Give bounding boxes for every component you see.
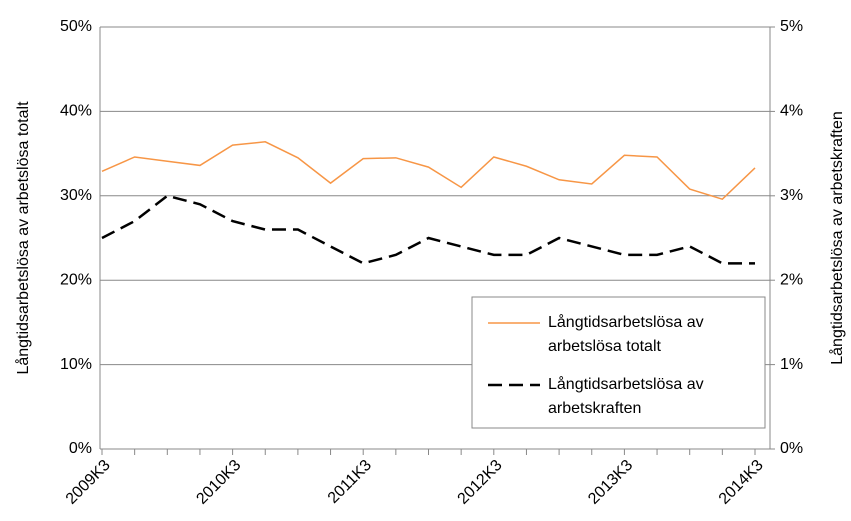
x-tick-label: 2011K3: [325, 457, 375, 507]
line-series: [101, 141, 756, 201]
y-tick-label: 10%: [60, 356, 92, 373]
y-tick-label: 40%: [60, 103, 92, 120]
y-tick-label: 20%: [60, 271, 92, 288]
y2-tick-label: 5%: [780, 18, 803, 35]
x-tick-label: 2010K3: [193, 457, 244, 508]
y-tick-label: 30%: [60, 187, 92, 204]
y2-tick-label: 2%: [780, 271, 803, 288]
x-tick-label: 2012K3: [455, 457, 506, 508]
y2-tick-label: 0%: [780, 440, 803, 457]
y2-tick-label: 3%: [780, 187, 803, 204]
y2-tick-label: 4%: [780, 103, 803, 120]
line-series: [101, 194, 755, 265]
y-axis-label: Långtidsarbetslösa av arbetslösa totalt: [14, 101, 32, 375]
y-tick-label: 50%: [60, 18, 92, 35]
x-tick-label: 2009K3: [63, 457, 114, 508]
x-tick-label: 2014K3: [716, 457, 767, 508]
y2-axis-label: Långtidsarbetslösa av arbetskraften: [828, 111, 846, 364]
x-tick-label: 2013K3: [585, 457, 636, 508]
y-tick-label: 0%: [69, 440, 92, 457]
y2-tick-label: 1%: [780, 356, 803, 373]
legend-box: [471, 296, 766, 429]
legend-label: Långtidsarbetslösa av arbetslösa totalt: [548, 314, 704, 355]
legend-label: Långtidsarbetslösa av arbetskraften: [548, 376, 704, 417]
